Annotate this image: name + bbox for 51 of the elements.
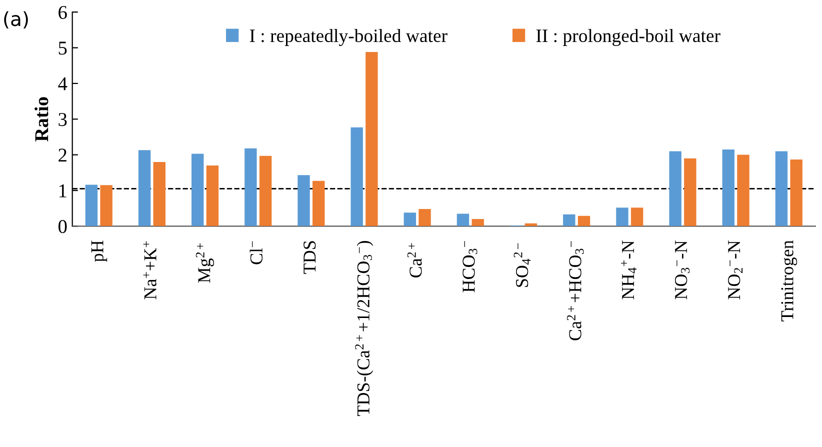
bar [259, 156, 272, 226]
bar [366, 52, 378, 226]
bar [244, 148, 257, 226]
y-tick-label: 5 [58, 42, 67, 55]
bar [456, 214, 470, 226]
x-tick-label: TDS-(Ca$^{2+}$+1/2HCO$_{3}$$^{−}$) [355, 241, 374, 416]
bar [563, 214, 576, 226]
x-tick-label: NO$_{2}$$^{−}$-N [728, 240, 742, 300]
bar [578, 216, 590, 226]
x-tick-label: Trinitrogen [781, 240, 798, 322]
x-tick-label: Cl$^{−}$ [250, 241, 263, 264]
x-tick-label: Na$^{+}$+K$^{+}$ [143, 241, 156, 300]
x-tick-label: pH [91, 240, 108, 262]
x-tick-label: SO$_{4}$$^{2−}$ [514, 243, 530, 287]
bar [206, 166, 219, 226]
y-tick-label: 4 [58, 77, 68, 90]
x-tick-label: Mg$^{2+}$ [196, 243, 214, 283]
y-tick-label: 1 [59, 184, 66, 198]
bar [737, 154, 750, 226]
bar [138, 150, 151, 226]
bar [669, 151, 682, 226]
legend-label: II : prolonged-boil water [536, 28, 720, 46]
bar [298, 175, 310, 226]
bar [722, 149, 734, 226]
y-tick-label: 0 [58, 220, 67, 234]
x-tick-label: Ca$^{2+}$ [407, 243, 422, 278]
bar [630, 208, 644, 226]
bar [100, 185, 112, 226]
bar [472, 219, 484, 226]
bar [616, 208, 628, 226]
y-tick-label: 6 [58, 6, 67, 20]
bar [790, 159, 802, 226]
bar [191, 154, 204, 226]
bar [418, 209, 431, 226]
bar [85, 184, 98, 226]
text: (a) [4, 11, 28, 29]
y-tick-label: 2 [58, 148, 66, 162]
bar [350, 127, 363, 226]
x-tick-label: HCO$_{3}$$^{−}$ [462, 241, 478, 292]
bar [153, 162, 166, 226]
x-tick-label: TDS [304, 241, 316, 274]
bar [404, 212, 416, 226]
legend-label: I : repeatedly-boiled water [250, 28, 448, 46]
x-tick-label: Ca$^{2+}$+HCO$_{3}$$^{−}$ [566, 241, 584, 340]
y-axis-title: Ratio [34, 97, 48, 142]
bar [312, 180, 325, 226]
x-tick-label: NH$_{4}$$^{+}$-N [620, 240, 636, 300]
bar [775, 151, 788, 226]
x-tick-label: NO$_{3}$$^{−}$-N [674, 240, 690, 300]
y-tick-label: 3 [58, 112, 67, 126]
bar [684, 158, 696, 226]
